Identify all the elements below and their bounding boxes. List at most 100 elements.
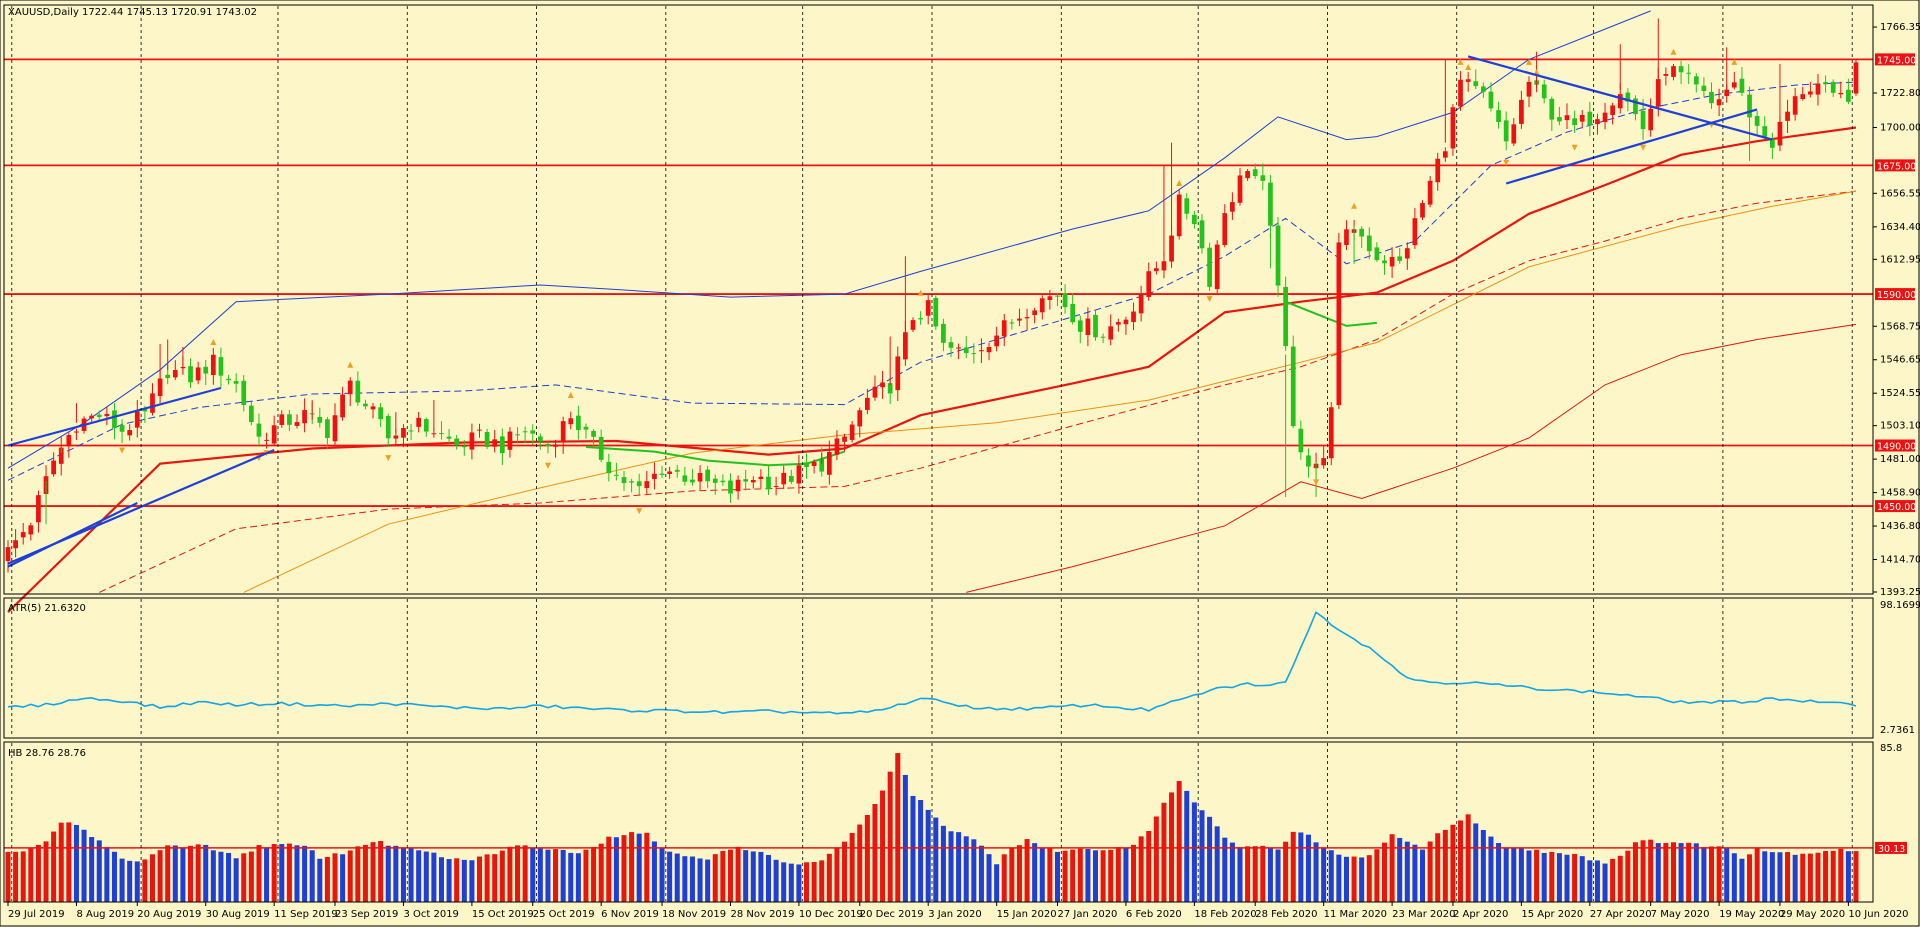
- x-tick-label: 28 Feb 2020: [1255, 909, 1317, 920]
- hb-histogram-bar: [1305, 834, 1311, 902]
- hb-histogram-bar: [286, 843, 292, 902]
- hb-histogram-bar: [1237, 847, 1243, 902]
- hb-histogram-bar: [971, 839, 977, 902]
- candle-body: [423, 419, 429, 432]
- moving-average-line: [243, 190, 1857, 593]
- fractal-up-marker: [567, 392, 574, 399]
- candle-body: [172, 369, 178, 378]
- candle-body: [1458, 79, 1463, 107]
- hb-histogram-bar: [1610, 858, 1616, 902]
- hb-histogram-bar: [20, 851, 26, 902]
- trendline: [1467, 55, 1773, 141]
- candle-body: [1252, 169, 1258, 177]
- hb-histogram-bar: [910, 795, 916, 902]
- hb-histogram-bar: [111, 851, 117, 902]
- hb-histogram-bar: [819, 860, 825, 902]
- candle-body: [1093, 314, 1098, 338]
- candle-body: [849, 424, 855, 440]
- candle-body: [1344, 229, 1349, 245]
- hb-histogram-bar: [1191, 802, 1197, 902]
- hb-histogram-bar: [674, 853, 680, 902]
- hb-histogram-bar: [1100, 850, 1106, 902]
- candle-body: [119, 425, 125, 432]
- hb-histogram-bar: [1663, 843, 1669, 902]
- candle-body: [1481, 86, 1486, 92]
- candle-body: [1298, 428, 1304, 453]
- hb-histogram-bar: [545, 849, 551, 902]
- candle-body: [271, 425, 277, 444]
- trendline: [7, 386, 222, 447]
- candle-body: [363, 403, 368, 407]
- hb-histogram-bar: [81, 829, 87, 902]
- hb-histogram-bar: [1435, 833, 1441, 902]
- candle-body: [1815, 83, 1821, 95]
- hb-histogram-bar: [210, 850, 216, 902]
- hb-histogram-bar: [271, 844, 277, 902]
- candle-body: [1146, 271, 1152, 297]
- candle-body: [598, 436, 604, 460]
- hb-histogram-bar: [1450, 824, 1456, 902]
- candle-body: [1792, 96, 1798, 115]
- y-tick-label: 1568.75: [1880, 321, 1920, 332]
- hb-histogram-bar: [1838, 848, 1844, 902]
- fractal-up-marker: [1525, 58, 1532, 65]
- candle-body: [636, 481, 642, 487]
- candle-body: [1595, 119, 1600, 125]
- fractal-down-marker: [1206, 296, 1213, 303]
- fractal-down-marker: [1640, 144, 1647, 151]
- hb-histogram-bar: [1161, 802, 1167, 902]
- x-tick-label: 6 Nov 2019: [601, 909, 659, 920]
- hb-histogram-bar: [880, 790, 886, 902]
- candle-body: [1686, 72, 1692, 74]
- candle-body: [842, 436, 847, 442]
- hb-histogram-bar: [515, 845, 521, 902]
- hb-histogram-bar: [568, 852, 574, 902]
- hb-histogram-bar: [1252, 846, 1258, 902]
- hb-histogram-bar: [1518, 848, 1524, 902]
- trendline: [7, 502, 138, 568]
- candle-body: [887, 383, 893, 394]
- candle-body: [644, 481, 650, 489]
- hb-histogram-bar: [1625, 850, 1631, 902]
- hb-histogram-bar: [233, 858, 239, 902]
- fractal-up-marker: [1176, 180, 1183, 187]
- candle-body: [1808, 91, 1813, 95]
- x-tick-label: 29 May 2020: [1780, 909, 1845, 920]
- hb-histogram-bar: [400, 847, 406, 902]
- candle-body: [408, 430, 414, 432]
- hb-histogram-bar: [66, 822, 72, 902]
- candle-body: [89, 415, 95, 419]
- hb-histogram-bar: [35, 844, 41, 902]
- hb-histogram-bar: [423, 851, 429, 902]
- moving-average-line: [1285, 300, 1377, 327]
- hb-histogram-bar: [1420, 849, 1426, 902]
- hb-histogram-bar: [773, 859, 779, 902]
- fractal-down-marker: [636, 508, 643, 515]
- hb-histogram-bar: [241, 853, 247, 902]
- candle-body: [941, 323, 946, 343]
- candle-body: [895, 356, 901, 391]
- candle-body: [210, 354, 216, 376]
- candle-body: [1633, 98, 1638, 115]
- hb-histogram-bar: [149, 854, 156, 902]
- moving-average-line: [7, 10, 1651, 469]
- candle-body: [1800, 94, 1806, 99]
- candle-body: [1731, 82, 1737, 88]
- hb-histogram-bar: [1845, 851, 1851, 902]
- hb-histogram-bar: [1655, 843, 1661, 902]
- x-tick-label: 15 Oct 2019: [472, 909, 534, 920]
- candle-body: [1336, 242, 1342, 406]
- hb-histogram-bar: [1207, 816, 1213, 902]
- candle-body: [58, 447, 64, 464]
- hb-histogram-bar: [1579, 856, 1585, 902]
- candle-body: [188, 366, 193, 383]
- candle-body: [439, 433, 444, 435]
- candle-body: [96, 414, 102, 418]
- hb-histogram-bar: [218, 851, 224, 902]
- candle-body: [1846, 89, 1851, 102]
- hb-histogram-bar: [324, 856, 330, 902]
- candle-body: [826, 451, 832, 475]
- hb-panel-title: HB 28.76 28.76: [8, 748, 86, 759]
- candle-body: [294, 422, 300, 426]
- candle-body: [1625, 92, 1631, 102]
